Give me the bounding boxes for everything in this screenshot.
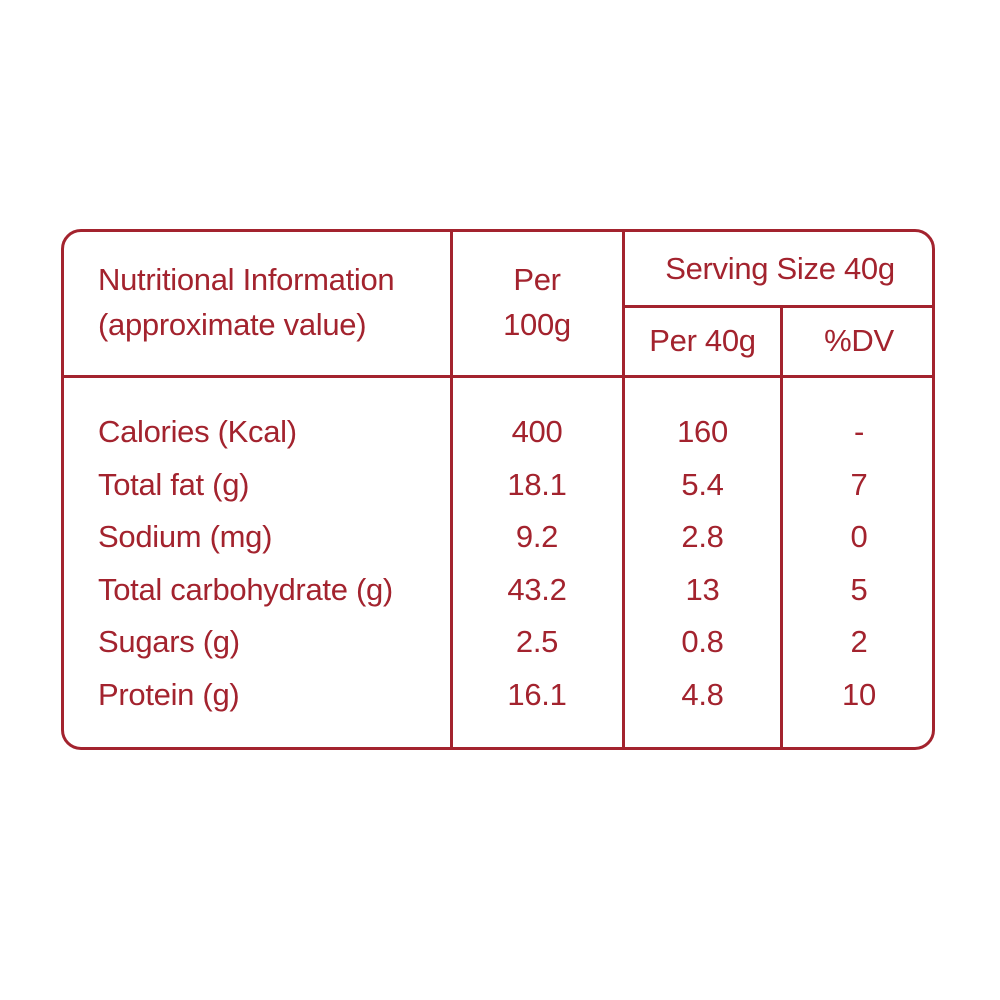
header-serving-size: Serving Size 40g xyxy=(665,251,895,286)
row-per100: 16.1 xyxy=(507,677,567,712)
row-label: Calories (Kcal) xyxy=(98,414,297,449)
row-dv: 0 xyxy=(850,519,868,554)
row-label: Sugars (g) xyxy=(98,624,240,659)
row-dv: 5 xyxy=(850,572,868,607)
row-dv: - xyxy=(853,414,865,449)
header-dv: %DV xyxy=(824,323,894,358)
header-per40: Per 40g xyxy=(649,323,756,358)
row-per100: 2.5 xyxy=(515,624,559,659)
row-per100: 400 xyxy=(511,414,563,449)
row-label: Total carbohydrate (g) xyxy=(98,572,393,607)
row-label: Protein (g) xyxy=(98,677,240,712)
divider-col-per40 xyxy=(622,231,625,750)
row-per100: 43.2 xyxy=(507,572,567,607)
row-label: Sodium (mg) xyxy=(98,519,273,554)
header-title-line1: Nutritional Information xyxy=(98,262,395,297)
header-title-line2: (approximate value) xyxy=(98,307,367,342)
divider-col-dv xyxy=(780,307,783,750)
row-per100: 9.2 xyxy=(515,519,559,554)
row-per40: 0.8 xyxy=(681,624,724,659)
divider-serving-size xyxy=(624,305,935,308)
row-dv: 7 xyxy=(850,467,868,502)
divider-header xyxy=(63,375,935,378)
header-per100-line1: Per xyxy=(513,262,561,297)
row-per40: 160 xyxy=(677,414,728,449)
row-per40: 4.8 xyxy=(681,677,724,712)
nutrition-table-border xyxy=(61,229,935,750)
row-per40: 5.4 xyxy=(681,467,724,502)
row-per40: 13 xyxy=(685,572,720,607)
header-per100-line2: 100g xyxy=(503,307,571,342)
row-dv: 10 xyxy=(842,677,876,712)
row-per100: 18.1 xyxy=(507,467,567,502)
row-label: Total fat (g) xyxy=(98,467,250,502)
divider-col-per100 xyxy=(450,231,453,750)
row-dv: 2 xyxy=(850,624,868,659)
row-per40: 2.8 xyxy=(681,519,724,554)
